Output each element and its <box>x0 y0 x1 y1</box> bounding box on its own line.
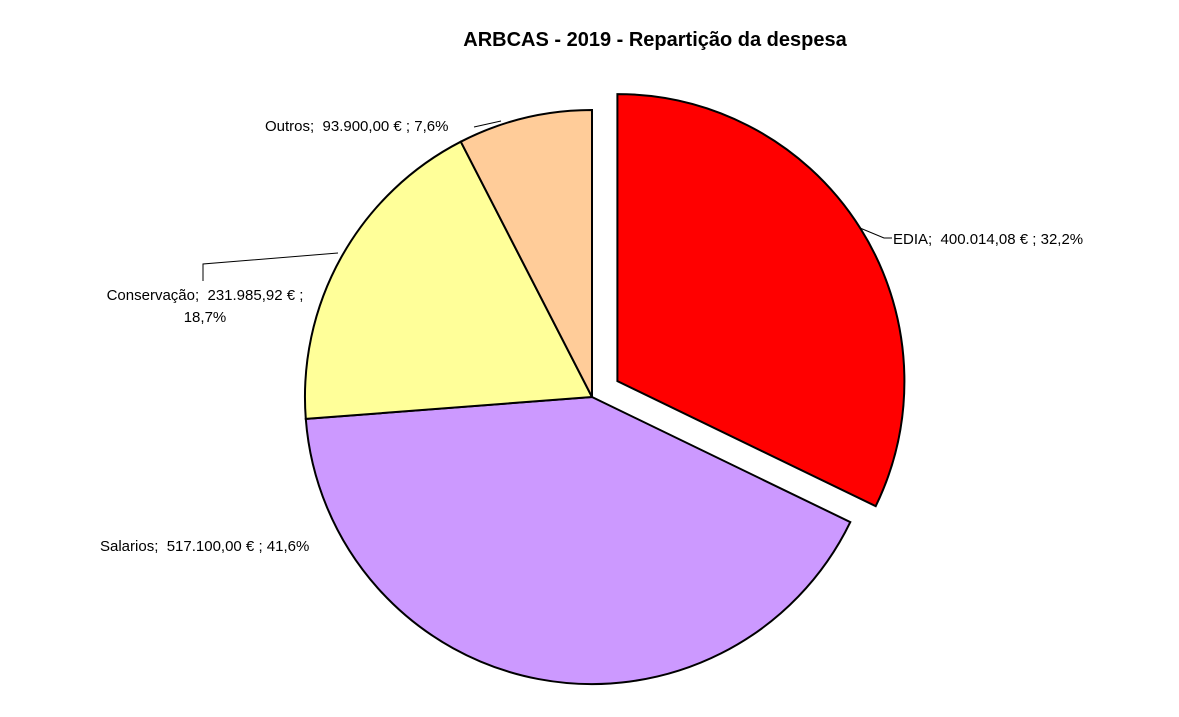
slice-label-salarios: Salarios; 517.100,00 € ; 41,6% <box>100 538 310 555</box>
slice-label-edia: EDIA; 400.014,08 € ; 32,2% <box>893 231 1084 248</box>
leader-line-outros <box>473 120 502 128</box>
slice-label-conservacao: Conservação; 231.985,92 € ; 18,7% <box>106 287 304 326</box>
pie-slice-outros <box>459 108 593 398</box>
chart-title: ARBCAS - 2019 - Repartição da despesa <box>463 29 847 51</box>
pie-slice-conservacao <box>304 140 594 420</box>
leader-line-conservacao <box>202 252 339 281</box>
leader-line-edia <box>859 227 892 239</box>
pie-slice-salarios <box>304 395 852 686</box>
slice-label-outros: Outros; 93.900,00 € ; 7,6% <box>265 118 449 135</box>
